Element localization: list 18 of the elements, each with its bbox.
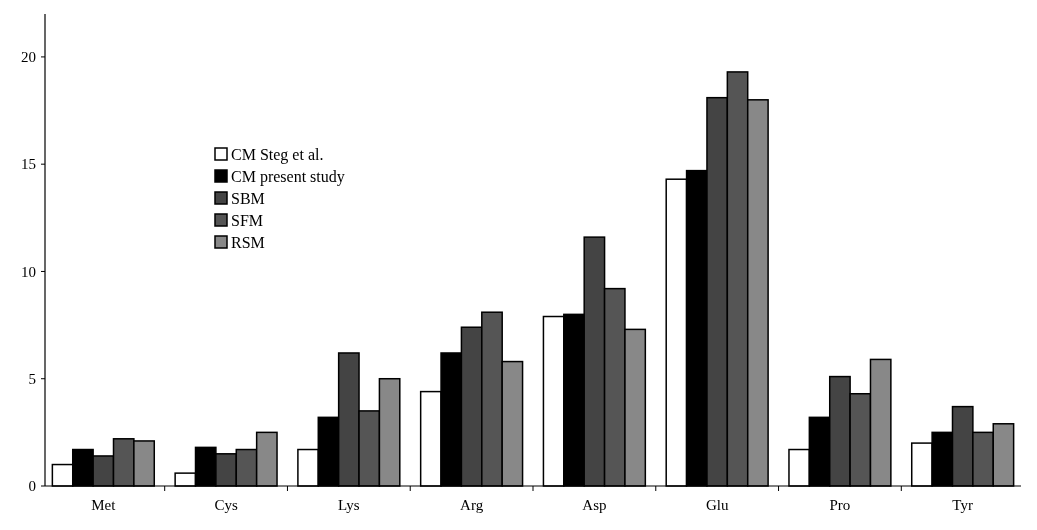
x-tick-label: Met bbox=[91, 497, 117, 513]
y-tick-label: 0 bbox=[28, 478, 36, 495]
legend-label: SBM bbox=[231, 189, 265, 207]
legend-label: CM present study bbox=[231, 167, 345, 186]
x-tick-label: Tyr bbox=[952, 497, 973, 513]
x-tick-label: Pro bbox=[829, 497, 851, 513]
x-tick-label: Lys bbox=[338, 497, 360, 513]
x-tick-label: Asp bbox=[582, 497, 607, 513]
legend-label: SFM bbox=[231, 211, 264, 229]
x-tick-label: Arg bbox=[460, 497, 484, 513]
x-tick-label: Cys bbox=[214, 497, 238, 513]
x-tick-label: Glu bbox=[705, 497, 729, 513]
y-tick-label: 20 bbox=[21, 49, 36, 66]
y-tick-label: 10 bbox=[21, 263, 36, 280]
legend-label: CM Steg et al. bbox=[231, 145, 324, 164]
y-tick-label: 15 bbox=[21, 156, 36, 173]
legend-label: RSM bbox=[231, 233, 265, 251]
y-tick-label: 5 bbox=[28, 370, 36, 387]
